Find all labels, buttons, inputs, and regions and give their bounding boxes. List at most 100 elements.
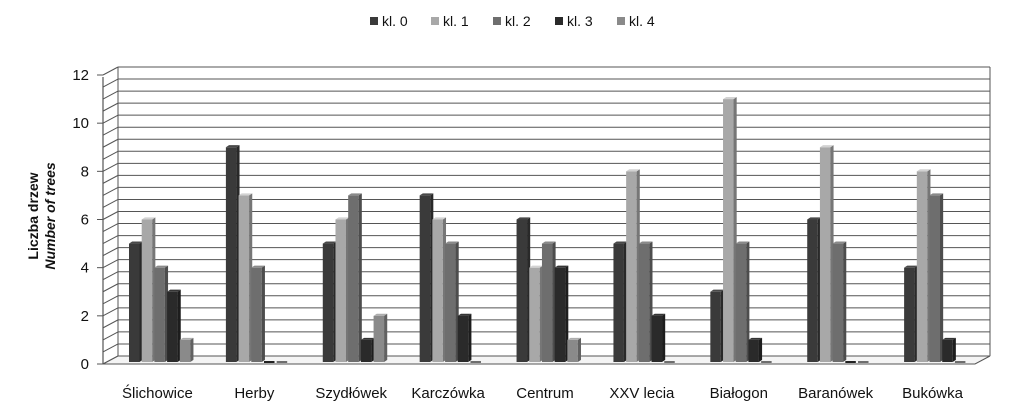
bar-side	[190, 337, 194, 362]
bar-kl-1	[819, 145, 834, 362]
gridline-side	[102, 66, 119, 76]
bar-top	[735, 241, 750, 244]
bar-face	[432, 219, 443, 362]
gridline-side	[102, 199, 119, 208]
y-axis-title: Liczba drzew	[25, 172, 41, 259]
bar-face	[748, 339, 759, 362]
bar-top	[819, 145, 834, 148]
legend-swatch	[431, 17, 439, 25]
bar-face	[348, 195, 359, 362]
bar-kl-1	[723, 96, 737, 362]
bar-kl-2	[638, 241, 653, 362]
gridline-side	[102, 102, 119, 112]
bar-side	[577, 337, 582, 362]
bar-kl-1	[626, 169, 640, 362]
bar-top	[807, 217, 821, 220]
gridline-side	[102, 247, 119, 257]
legend-swatch	[617, 17, 625, 25]
gridline-side	[102, 223, 119, 232]
bar-top	[832, 241, 847, 244]
x-category-label: XXV lecia	[609, 385, 675, 402]
bar-top	[516, 217, 531, 220]
bar-top	[348, 193, 362, 196]
gridline-side	[102, 174, 119, 184]
bar-side	[468, 313, 472, 362]
gridline-side	[102, 138, 119, 148]
x-category-label: Karczówka	[411, 385, 485, 402]
bar-kl-1	[432, 217, 447, 362]
bar-top	[457, 313, 472, 316]
bar-top	[651, 313, 666, 316]
legend-swatch	[493, 17, 501, 25]
bar-kl-1	[141, 217, 156, 362]
bar-face	[735, 243, 747, 362]
bar-face	[445, 243, 456, 362]
legend-swatch	[370, 17, 378, 25]
bar-top	[141, 217, 156, 220]
y-tick-label: 0	[81, 356, 89, 373]
bar-face	[807, 219, 818, 362]
bar-face	[529, 267, 540, 362]
bar-side	[358, 193, 362, 362]
bar-top	[238, 193, 253, 196]
bar-face	[942, 339, 953, 362]
bar-kl-1	[238, 193, 253, 362]
gridline-side	[102, 343, 119, 353]
bar-side	[940, 193, 944, 362]
bar-kl-0	[904, 265, 918, 362]
bar-face	[373, 315, 385, 362]
bar-face	[167, 291, 178, 362]
gridline-side	[102, 90, 119, 100]
bar-top	[567, 337, 582, 340]
bar-kl-2	[929, 193, 944, 362]
gridline-side	[102, 186, 119, 196]
bar-face	[567, 339, 578, 362]
y-tick-label: 6	[81, 212, 89, 229]
x-category-label: Bukówka	[902, 385, 964, 402]
x-category-label: Centrum	[516, 385, 574, 402]
bar-top	[929, 193, 944, 196]
bar-kl-3	[457, 313, 472, 362]
legend-label: kl. 3	[567, 13, 593, 29]
legend-item: kl. 1	[431, 13, 469, 29]
bar-top	[541, 241, 556, 244]
bar-side	[952, 337, 956, 362]
bar-face	[832, 243, 844, 362]
bar-top	[373, 313, 388, 316]
gridline-side	[102, 271, 119, 281]
bar-face	[554, 267, 566, 362]
bar-kl-0	[710, 289, 724, 362]
legend-swatch	[555, 17, 563, 25]
bar-kl-2	[541, 241, 556, 362]
bar-kl-3	[360, 337, 375, 362]
legend-item: kl. 4	[617, 13, 655, 29]
bar-kl-3	[942, 337, 956, 362]
gridline-side	[102, 78, 119, 88]
bar-top	[904, 265, 918, 268]
bar-top	[916, 169, 931, 172]
x-category-labels: Ślichowice Herby Szydłówek Karczówka Centrum…	[122, 384, 964, 402]
bar-face	[929, 195, 941, 362]
x-category-label: Białogon	[710, 385, 768, 402]
bar-side	[746, 241, 750, 362]
bar-kl-4	[567, 337, 582, 362]
bar-top	[529, 265, 543, 268]
y-tick-label: 2	[81, 308, 89, 325]
legend-label: kl. 4	[629, 13, 655, 29]
bar-face	[225, 147, 237, 362]
y-tick-labels: 0 2 4 6 8 10 12	[72, 67, 103, 373]
bar-kl-0	[129, 241, 143, 362]
y-tick-label: 8	[81, 163, 89, 180]
x-category-label: Baranówek	[798, 385, 874, 402]
bar-top	[322, 241, 337, 244]
bar-top	[432, 217, 447, 220]
bar-face	[335, 219, 346, 362]
bar-face	[723, 99, 734, 362]
legend-label: kl. 2	[505, 13, 531, 29]
legend-item: kl. 2	[493, 13, 531, 29]
bar-kl-0	[807, 217, 821, 362]
bar-top	[419, 193, 434, 196]
gridline-side	[102, 283, 119, 293]
y-tick-label: 4	[81, 260, 89, 277]
